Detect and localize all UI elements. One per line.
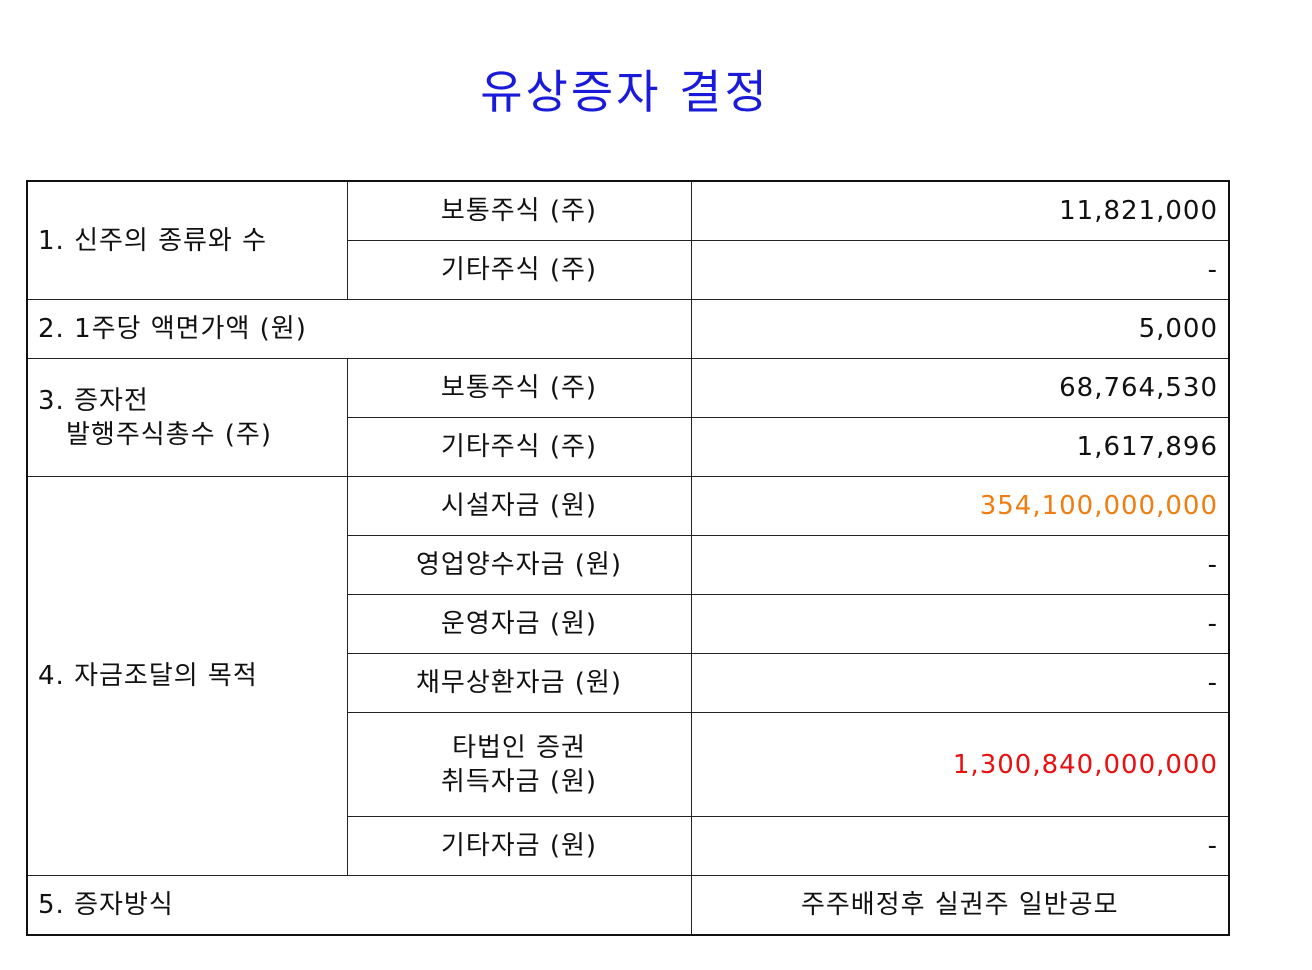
table-row: 3. 증자전 발행주식총수 (주) 보통주식 (주) 68,764,530 — [26, 358, 1230, 477]
value-pre-other-shares: 1,617,896 — [690, 417, 1230, 477]
table-row: 타법인 증권 취득자금 (원) 1,300,840,000,000 — [27, 712, 1230, 817]
value-par-value: 5,000 — [690, 299, 1230, 359]
table-row: 5. 증자방식 주주배정후 실권주 일반공모 — [26, 875, 1230, 936]
table-row: 2. 1주당 액면가액 (원) 5,000 — [26, 299, 1230, 359]
value-operating-funds: - — [690, 594, 1230, 654]
value-other-funds: - — [690, 816, 1230, 876]
label-debt-repayment-funds: 채무상환자금 (원) — [346, 653, 692, 713]
section-pre-issue-shares: 3. 증자전 발행주식총수 (주) — [26, 358, 348, 477]
label-other-shares: 기타주식 (주) — [346, 417, 692, 477]
label-securities-line1: 타법인 증권 — [452, 732, 586, 763]
table-row: 기타주식 (주) - — [27, 240, 1230, 300]
value-new-common-shares: 11,821,000 — [690, 180, 1230, 241]
table-row: 4. 자금조달의 목적 시설자금 (원) 354,100,000,000 — [26, 476, 1230, 876]
section-pre-issue-line2: 발행주식총수 (주) — [66, 419, 272, 450]
section-par-value: 2. 1주당 액면가액 (원) — [26, 299, 692, 359]
label-securities-line2: 취득자금 (원) — [440, 766, 598, 797]
value-debt-repayment-funds: - — [690, 653, 1230, 713]
label-operating-funds: 운영자금 (원) — [346, 594, 692, 654]
table-row: 기타자금 (원) - — [27, 816, 1230, 876]
label-common-shares: 보통주식 (주) — [346, 358, 692, 418]
value-issue-method: 주주배정후 실권주 일반공모 — [690, 875, 1230, 936]
section-issue-method: 5. 증자방식 — [26, 875, 692, 936]
label-securities-acquisition-funds: 타법인 증권 취득자금 (원) — [346, 712, 692, 817]
value-pre-common-shares: 68,764,530 — [690, 358, 1230, 418]
page-title: 유상증자 결정 — [480, 65, 770, 119]
table-row: 채무상환자금 (원) - — [27, 653, 1230, 713]
label-common-shares: 보통주식 (주) — [346, 180, 692, 241]
section-new-shares: 1. 신주의 종류와 수 — [26, 180, 348, 300]
label-facility-funds: 시설자금 (원) — [346, 476, 692, 536]
section-funding-purpose: 4. 자금조달의 목적 — [26, 476, 348, 876]
section-pre-issue-line1: 3. 증자전 — [38, 385, 149, 416]
label-other-funds: 기타자금 (원) — [346, 816, 692, 876]
label-other-shares: 기타주식 (주) — [346, 240, 692, 300]
table-row: 기타주식 (주) 1,617,896 — [27, 417, 1230, 477]
value-securities-acquisition-funds: 1,300,840,000,000 — [690, 712, 1230, 817]
value-business-acquisition-funds: - — [690, 535, 1230, 595]
capital-increase-table: 1. 신주의 종류와 수 보통주식 (주) 11,821,000 기타주식 (주… — [26, 180, 1230, 936]
table-row: 1. 신주의 종류와 수 보통주식 (주) 11,821,000 — [26, 180, 1230, 300]
value-facility-funds: 354,100,000,000 — [690, 476, 1230, 536]
label-business-acquisition-funds: 영업양수자금 (원) — [346, 535, 692, 595]
table-row: 영업양수자금 (원) - — [27, 535, 1230, 595]
value-new-other-shares: - — [690, 240, 1230, 300]
